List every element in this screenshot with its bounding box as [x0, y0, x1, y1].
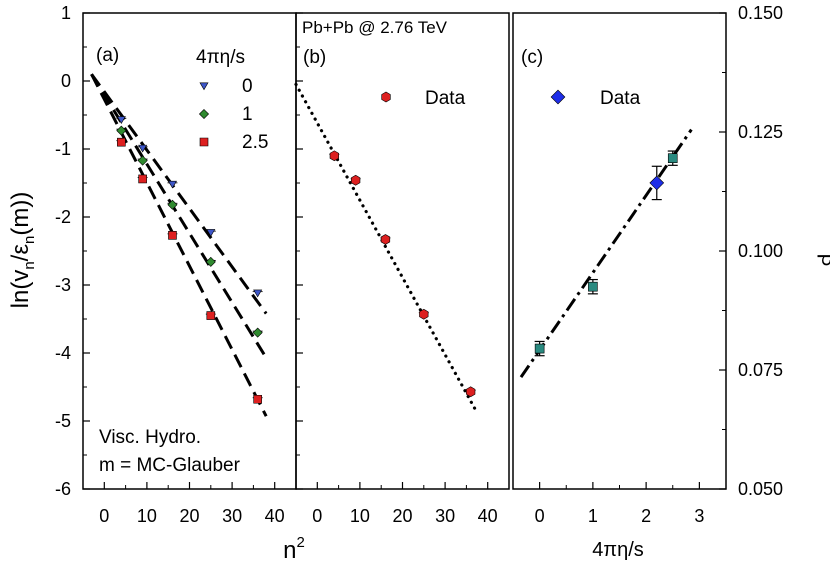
x-axis-title-eta-s: 4πη/s [592, 539, 644, 561]
data-point [534, 343, 545, 354]
x-tick-label: 30 [222, 506, 242, 526]
data-point [205, 256, 216, 267]
y-tick-label: -5 [55, 411, 71, 431]
fit-line-dotted [294, 82, 477, 411]
data-point [138, 144, 148, 153]
ylabel-sub-2: n [21, 236, 38, 244]
ticks [82, 12, 727, 490]
legend-label: 1 [242, 104, 253, 125]
xlabel-n: n [283, 537, 296, 564]
legend-a: 012.5 [198, 76, 268, 153]
legend-marker [198, 108, 210, 120]
data-point [419, 308, 429, 320]
data-point [168, 231, 177, 240]
data-point [329, 150, 339, 162]
error-bars [116, 117, 678, 399]
x-tick-label: 3 [694, 506, 704, 526]
legend-label: Data [600, 88, 641, 109]
legend-b: Data [381, 88, 466, 109]
annotation-visc-hydro: Visc. Hydro. [99, 427, 201, 448]
x-tick-label: 40 [478, 506, 498, 526]
y-tick-label: 0.075 [738, 360, 783, 380]
ylabel-part-2: /ε [7, 244, 34, 262]
panel-b-label: (b) [303, 47, 326, 68]
legend-marker [199, 137, 209, 147]
annotation-mc-glauber: m = MC-Glauber [99, 455, 241, 476]
legend-marker [550, 89, 566, 105]
panel-c-label: (c) [521, 47, 543, 68]
y-tick-label: 0.050 [738, 479, 783, 499]
x-tick-label: 0 [312, 506, 322, 526]
panel-b-title: Pb+Pb @ 2.76 TeV [302, 18, 448, 37]
data-point [138, 174, 147, 184]
y-tick-label: 0.100 [738, 241, 783, 261]
legend-label: Data [425, 88, 466, 109]
x-tick-label: 10 [350, 506, 370, 526]
data-point [253, 394, 262, 404]
data-point [167, 180, 177, 189]
y-tick-label: 1 [61, 3, 71, 23]
x-tick-label: 20 [179, 506, 199, 526]
data-point [116, 116, 126, 124]
x-tick-label: 0 [99, 506, 109, 526]
data-point [380, 234, 391, 245]
ylabel-part-3: (m)) [7, 192, 34, 236]
data-markers [116, 116, 678, 404]
legend-label: 2.5 [242, 132, 268, 153]
data-point [649, 175, 665, 191]
fit-line-dashed [90, 73, 268, 417]
data-point [253, 289, 263, 298]
legend-c: Data [550, 88, 641, 109]
x-tick-label: 0 [535, 506, 545, 526]
x-tick-label: 10 [137, 506, 157, 526]
y-tick-label: 0.125 [738, 122, 783, 142]
fit-line-dashed [90, 73, 268, 315]
x-tick-label: 1 [588, 506, 598, 526]
legend-label: 0 [242, 76, 253, 97]
y-tick-label: -2 [55, 207, 71, 227]
y-axis-title-right: β' [817, 254, 830, 271]
y-tick-label: -3 [55, 275, 71, 295]
y-tick-label: 0.150 [738, 3, 783, 23]
data-point [588, 281, 598, 292]
y-axis-title-left: ln(vn/εn(m)) [7, 192, 38, 309]
panel-a-frame [82, 12, 297, 490]
data-point [351, 174, 361, 186]
y-tick-label: 0 [61, 71, 71, 91]
ylabel-part-1: ln(v [7, 270, 34, 309]
data-point [117, 137, 126, 147]
data-point [466, 386, 476, 398]
data-point [137, 155, 148, 166]
data-point [206, 311, 216, 320]
fit-lines [90, 73, 693, 417]
panel-b-frame [295, 12, 510, 490]
y-tick-label: -4 [55, 343, 71, 363]
data-point [206, 229, 216, 237]
x-axis-title-n2: n2 [283, 534, 305, 564]
xlabel-sup: 2 [297, 534, 305, 551]
svg-text:ln(vn/εn(m)): ln(vn/εn(m)) [7, 192, 38, 309]
x-tick-label: 2 [641, 506, 651, 526]
data-point [116, 125, 127, 136]
x-tick-label: 40 [265, 506, 285, 526]
fit-line-dashdot [519, 128, 693, 378]
legend-marker [199, 82, 209, 91]
legend-marker [381, 91, 391, 103]
ylabel-sub-1: n [21, 261, 38, 269]
data-point [667, 153, 678, 163]
x-tick-label: 30 [435, 506, 455, 526]
y-tick-label: -6 [55, 479, 71, 499]
y-tick-label: -1 [55, 139, 71, 159]
x-tick-label: 20 [392, 506, 412, 526]
data-point [167, 199, 178, 210]
panel-c-frame [512, 12, 727, 490]
panel-a-label: (a) [96, 45, 119, 66]
legend-title: 4πη/s [196, 47, 245, 68]
data-point [252, 327, 263, 338]
